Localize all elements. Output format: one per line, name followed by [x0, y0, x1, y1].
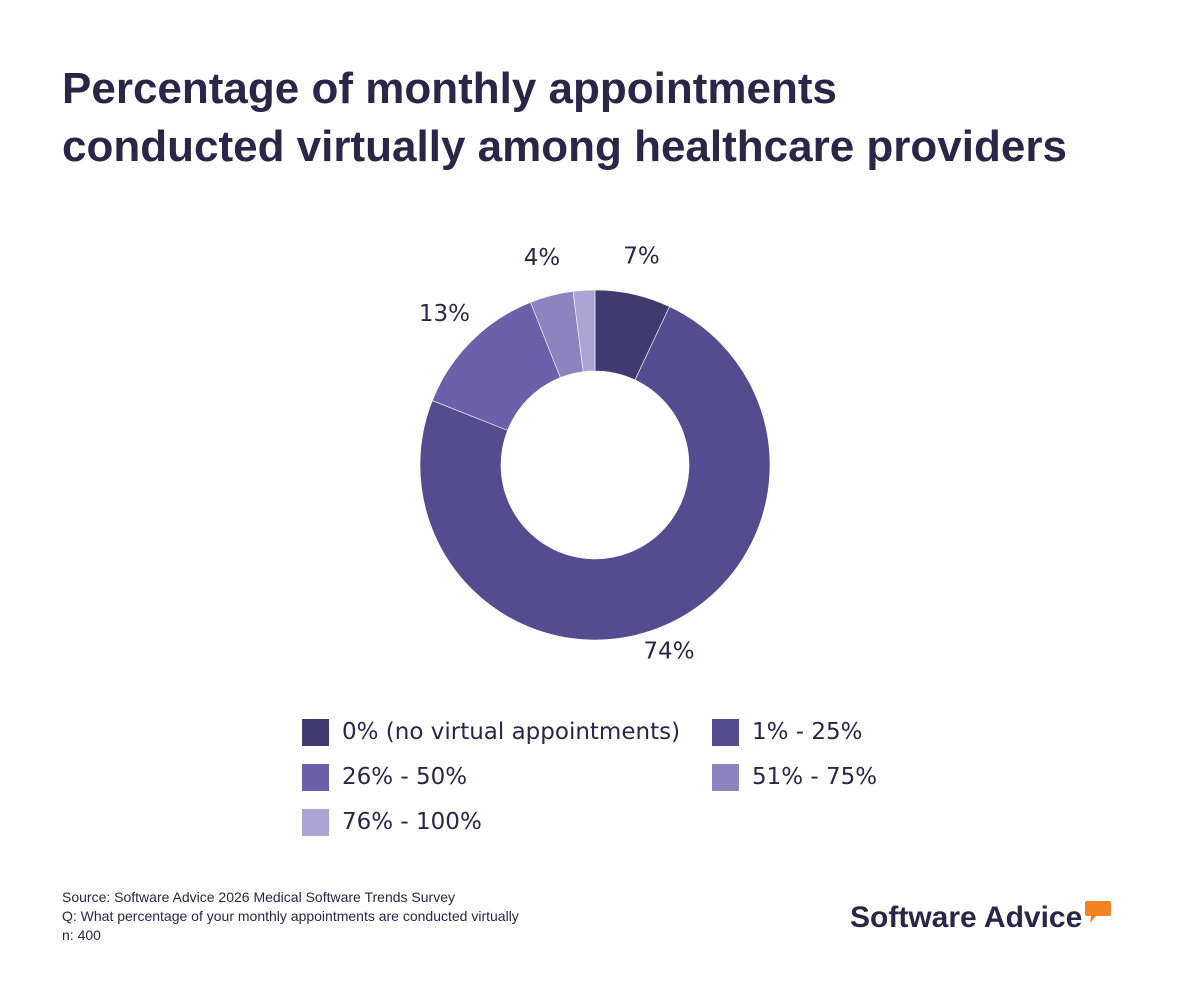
donut-slice-4: [572, 289, 596, 373]
donut-slice-1: [419, 306, 771, 641]
legend-swatch-4: [302, 808, 329, 836]
legend-item-0: 0% (no virtual appointments): [302, 718, 712, 746]
data-label-2: 13%: [419, 301, 470, 327]
source-note: Source: Software Advice 2026 Medical Sof…: [62, 889, 455, 905]
data-label-0: 7%: [623, 244, 660, 270]
data-label-3: 4%: [524, 245, 561, 271]
legend-swatch-2: [302, 763, 329, 791]
legend-swatch-1: [712, 718, 739, 746]
legend-item-4: 76% - 100%: [302, 808, 712, 836]
legend-label-2: 26% - 50%: [342, 764, 468, 790]
legend-label-0: 0% (no virtual appointments): [342, 719, 681, 745]
donut-data-labels: 7% 74% 13% 4%: [419, 244, 695, 665]
chart-title-line-2: conducted virtually among healthcare pro…: [62, 122, 1067, 171]
software-advice-logo: Software Advice: [850, 898, 1112, 938]
data-label-1: 74%: [643, 638, 694, 664]
legend-swatch-3: [712, 763, 739, 791]
sample-size-note: n: 400: [62, 927, 101, 943]
legend-label-1: 1% - 25%: [752, 719, 863, 745]
legend-swatch-0: [302, 718, 329, 746]
donut-slices: [419, 289, 771, 641]
legend-item-1: 1% - 25%: [712, 718, 942, 746]
question-note: Q: What percentage of your monthly appoi…: [62, 908, 519, 924]
legend-label-4: 76% - 100%: [342, 809, 482, 835]
chart-footnotes: Source: Software Advice 2026 Medical Sof…: [62, 888, 682, 945]
legend-item-2: 26% - 50%: [302, 763, 712, 791]
legend-item-3: 51% - 75%: [712, 763, 942, 791]
chart-title: Percentage of monthly appointments condu…: [62, 60, 1162, 176]
chart-legend: 0% (no virtual appointments) 1% - 25% 26…: [302, 718, 942, 836]
chart-title-line-1: Percentage of monthly appointments: [62, 64, 837, 113]
donut-chart: 7% 74% 13% 4%: [419, 244, 771, 665]
legend-label-3: 51% - 75%: [752, 764, 878, 790]
speech-bubble-icon: [1085, 901, 1112, 923]
brand-name: Software Advice: [850, 901, 1083, 934]
